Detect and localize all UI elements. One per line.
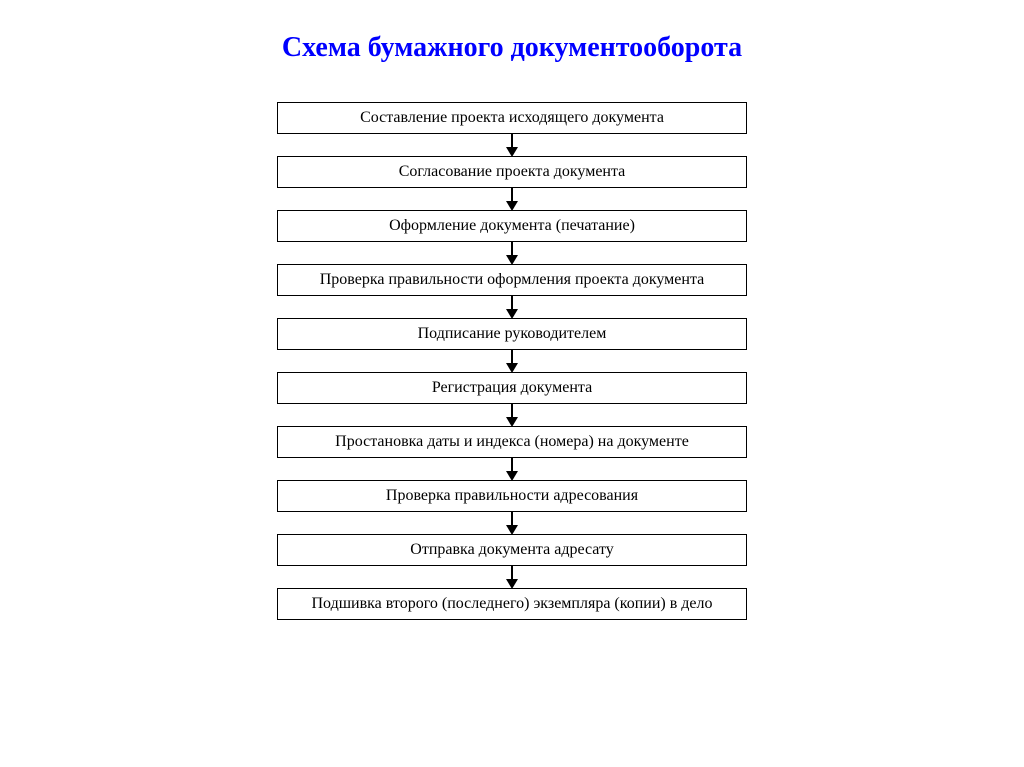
flow-arrow <box>506 188 518 210</box>
flow-arrow <box>506 458 518 480</box>
flow-step: Проверка правильности адресования <box>277 480 747 512</box>
flow-arrow <box>506 296 518 318</box>
flow-step: Простановка даты и индекса (номера) на д… <box>277 426 747 458</box>
flow-step: Проверка правильности оформления проекта… <box>277 264 747 296</box>
flow-arrow <box>506 566 518 588</box>
flow-step: Составление проекта исходящего документа <box>277 102 747 134</box>
flow-arrow <box>506 350 518 372</box>
page-title: Схема бумажного документооборота <box>282 32 742 64</box>
flow-step: Подписание руководителем <box>277 318 747 350</box>
flow-arrow <box>506 134 518 156</box>
flow-step: Согласование проекта документа <box>277 156 747 188</box>
flow-arrow <box>506 404 518 426</box>
flow-step: Отправка документа адресату <box>277 534 747 566</box>
flow-step: Регистрация документа <box>277 372 747 404</box>
flowchart-container: Составление проекта исходящего документа… <box>277 102 747 620</box>
flow-step: Подшивка второго (последнего) экземпляра… <box>277 588 747 620</box>
flow-step: Оформление документа (печатание) <box>277 210 747 242</box>
flow-arrow <box>506 242 518 264</box>
flow-arrow <box>506 512 518 534</box>
